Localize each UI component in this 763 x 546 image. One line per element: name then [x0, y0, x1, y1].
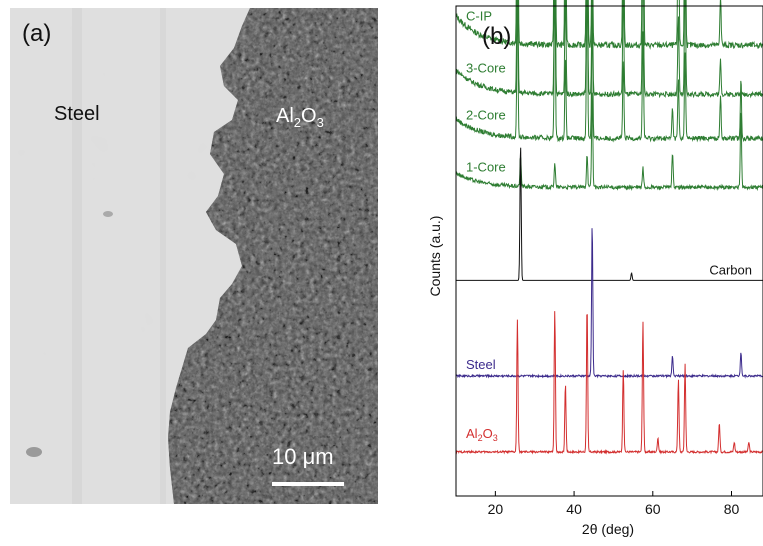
- series-line-2-core: [455, 0, 763, 143]
- series-line-1-core: [455, 92, 763, 192]
- scale-bar-line: [272, 482, 344, 486]
- series-label-3-core: 3-Core: [466, 61, 506, 76]
- panel-b-label: (b): [482, 23, 511, 50]
- steel-label: Steel: [54, 103, 100, 125]
- alumina-label: Al2O3: [276, 105, 324, 130]
- series-line-3-core: [455, 0, 763, 99]
- series-layer: [455, 0, 763, 455]
- series-label-carbon: Carbon: [709, 262, 752, 277]
- series-label-steel: Steel: [466, 357, 496, 372]
- x-axis-label: 2θ (deg): [582, 521, 634, 537]
- plot-frame: [455, 5, 763, 497]
- series-line-al2o3: [455, 311, 763, 455]
- scale-bar-label: 10 μm: [272, 444, 334, 469]
- series-line-carbon: [456, 147, 763, 281]
- sem-micrograph: (a) Steel Al2O3 10 μm: [10, 8, 378, 504]
- series-label-al2o3: Al2O3: [466, 426, 498, 443]
- series-line-steel: [455, 228, 763, 379]
- x-tick-label-60: 60: [645, 501, 661, 517]
- series-label-c-ip: C-IP: [466, 9, 492, 24]
- panel-a-label: (a): [22, 20, 52, 47]
- xrd-chart: C-IP 3-Core 2-Core 1-Core Carbon Steel Al2O3 2…: [427, 0, 763, 537]
- sem-image: [10, 8, 378, 504]
- x-tick-label-40: 40: [566, 501, 582, 517]
- x-tick-label-80: 80: [724, 501, 740, 517]
- label-layer: C-IP 3-Core 2-Core 1-Core Carbon Steel Al2O3: [466, 9, 752, 443]
- y-axis-label: Counts (a.u.): [427, 216, 443, 297]
- x-tick-label-20: 20: [488, 501, 504, 517]
- series-label-2-core: 2-Core: [466, 108, 506, 123]
- tick-layer: 20 40 60 80: [488, 491, 740, 517]
- series-line-c-ip: [455, 0, 763, 50]
- series-label-1-core: 1-Core: [466, 160, 506, 175]
